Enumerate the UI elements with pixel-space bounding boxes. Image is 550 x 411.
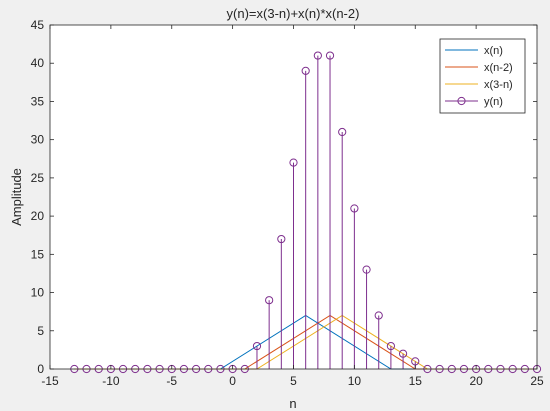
x-axis-label: n: [289, 396, 296, 411]
stem-marker: [252, 341, 262, 351]
legend-label: x(n-2): [484, 62, 513, 74]
x-tick-label: 5: [290, 374, 297, 388]
y-tick-label: 20: [31, 209, 45, 223]
y-tick-label: 5: [37, 324, 44, 338]
stem-marker: [411, 357, 420, 366]
x-tick-label: -10: [102, 374, 120, 388]
x-tick-label: 10: [348, 374, 362, 388]
stem-marker: [277, 234, 286, 244]
stem-marker: [362, 265, 371, 274]
y-tick-label: 0: [37, 362, 44, 376]
legend: x(n) x(n-2) x(3-n) y(n): [439, 38, 526, 114]
legend-label: y(n): [484, 96, 503, 108]
stem-marker: [374, 311, 383, 320]
x-tick-label: 15: [409, 374, 423, 388]
stem-marker: [398, 349, 408, 358]
stem-marker: [313, 51, 322, 60]
stem-marker: [289, 158, 298, 167]
y-tick-label: 40: [31, 56, 45, 70]
stem-marker: [325, 51, 335, 60]
stem-marker: [386, 341, 395, 351]
y-axis-label: Amplitude: [9, 168, 24, 226]
y-tick-label: 25: [31, 171, 45, 185]
y-tick-label: 35: [31, 94, 45, 108]
stem-marker: [301, 66, 310, 75]
chart-title: y(n)=x(3-n)+x(n)*x(n-2): [227, 6, 360, 21]
x-tick-label: 20: [469, 374, 483, 388]
stem-marker: [338, 127, 347, 137]
x-tick-label: -15: [41, 374, 59, 388]
y-tick-label: 10: [31, 286, 45, 300]
y-tick-label: 15: [31, 247, 45, 261]
x-tick-label: -5: [166, 374, 177, 388]
stem-marker: [350, 204, 359, 213]
legend-label: x(3-n): [484, 79, 513, 91]
y-tick-label: 30: [31, 133, 45, 147]
y-tick-label: 45: [31, 18, 45, 32]
legend-marker: [457, 96, 466, 106]
stem-marker: [265, 296, 274, 305]
x-tick-label: 0: [229, 374, 236, 388]
legend-label: x(n): [484, 45, 503, 57]
x-tick-label: 25: [530, 374, 544, 388]
